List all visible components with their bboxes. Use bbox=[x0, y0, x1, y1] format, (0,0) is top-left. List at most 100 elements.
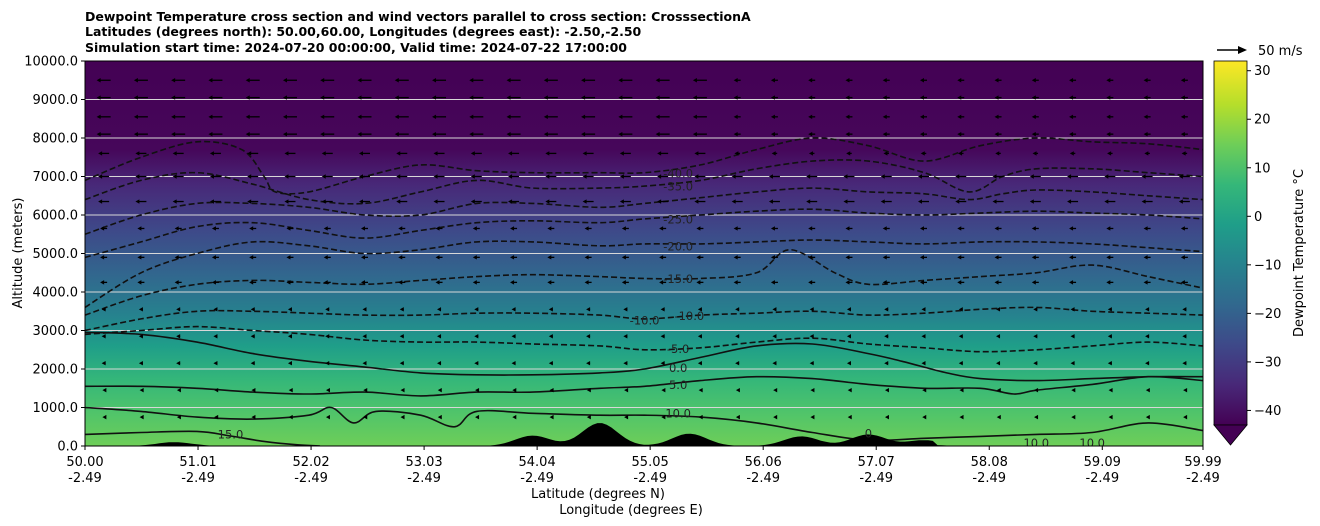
wind-vector bbox=[470, 151, 482, 156]
wind-vector bbox=[1070, 307, 1075, 312]
y-tick-label: 10000.0 bbox=[24, 55, 78, 70]
wind-vector bbox=[321, 174, 333, 179]
wind-vector bbox=[1106, 255, 1114, 260]
colorbar-tick-label: 0 bbox=[1254, 210, 1262, 225]
wind-vector bbox=[432, 131, 447, 137]
colorbar-extend-min bbox=[1213, 424, 1248, 446]
wind-vector bbox=[357, 114, 372, 120]
wind-vector bbox=[581, 78, 596, 83]
x-tick-label-lon: -2.49 bbox=[746, 471, 780, 486]
wind-vector bbox=[1031, 255, 1039, 260]
wind-vector bbox=[1034, 387, 1039, 393]
x-tick-label-lon: -2.49 bbox=[68, 471, 102, 486]
contour-line bbox=[85, 331, 1203, 382]
y-tick-label: 5000.0 bbox=[33, 247, 79, 262]
contour-label: -40.0 bbox=[663, 166, 693, 180]
wind-vector bbox=[396, 174, 408, 179]
wind-vector bbox=[697, 334, 702, 339]
wind-vector bbox=[586, 334, 591, 339]
wind-vector bbox=[692, 95, 707, 100]
contour-label: -10.0 bbox=[674, 309, 704, 323]
wind-vector bbox=[921, 307, 926, 312]
wind-vector bbox=[773, 387, 778, 393]
wind-vector bbox=[994, 95, 1002, 100]
x-axis-label-latitude: Latitude (degrees N) bbox=[531, 487, 665, 502]
wind-vector bbox=[137, 280, 145, 285]
wind-vector bbox=[655, 131, 670, 137]
colorbar-tick-label: −30 bbox=[1254, 355, 1281, 370]
wind-vector bbox=[955, 199, 967, 204]
wind-vector bbox=[171, 95, 186, 100]
wind-vector bbox=[1180, 131, 1188, 137]
wind-vector bbox=[139, 387, 144, 393]
wind-vector bbox=[809, 334, 814, 339]
wind-vector bbox=[660, 307, 665, 312]
wind-vector bbox=[772, 334, 777, 339]
wind-vector bbox=[133, 78, 148, 83]
wind-vector bbox=[1069, 78, 1077, 83]
x-tick-label-lon: -2.49 bbox=[859, 471, 893, 486]
colorbar-label-text: Dewpoint Temperature bbox=[1292, 189, 1307, 337]
wind-vector bbox=[918, 199, 929, 204]
contour-line bbox=[85, 375, 1203, 397]
wind-vector bbox=[320, 131, 335, 137]
wind-vector bbox=[768, 199, 780, 204]
wind-vector bbox=[808, 78, 816, 83]
wind-vector bbox=[581, 114, 596, 120]
x-tick-label-lon: -2.49 bbox=[1085, 471, 1119, 486]
wind-vector bbox=[655, 95, 670, 100]
wind-vector bbox=[1034, 414, 1039, 420]
wind-vector bbox=[582, 199, 594, 204]
wind-vector bbox=[435, 226, 443, 231]
wind-vector bbox=[211, 280, 219, 285]
wind-vector bbox=[733, 114, 741, 120]
wind-vector bbox=[846, 151, 852, 156]
wind-vector bbox=[1033, 361, 1038, 366]
contour-label: 0.0 bbox=[669, 361, 687, 375]
colorbar-body bbox=[1213, 60, 1248, 426]
wind-vector bbox=[996, 414, 1001, 420]
wind-vector bbox=[98, 174, 110, 179]
wind-vector bbox=[1069, 131, 1077, 137]
wind-vector bbox=[323, 255, 331, 260]
wind-vector bbox=[432, 114, 447, 120]
wind-vector bbox=[770, 95, 778, 100]
wind-vector bbox=[510, 280, 518, 285]
wind-vector bbox=[361, 255, 368, 260]
wind-vector bbox=[882, 226, 890, 231]
wind-vector bbox=[249, 226, 257, 231]
wind-vector bbox=[1180, 114, 1188, 120]
x-tick-label-lat: 53.03 bbox=[405, 455, 442, 470]
wind-vector bbox=[247, 151, 259, 156]
wind-vector bbox=[582, 151, 594, 156]
wind-vector bbox=[1031, 114, 1039, 120]
wind-vector bbox=[845, 131, 853, 137]
y-tick-label: 8000.0 bbox=[33, 132, 79, 147]
x-tick-label-lon: -2.49 bbox=[633, 471, 667, 486]
wind-vector bbox=[437, 387, 442, 393]
wind-vector bbox=[363, 387, 368, 393]
wind-vector bbox=[992, 199, 1004, 204]
wind-vector bbox=[98, 199, 110, 204]
wind-vector bbox=[920, 78, 927, 83]
wind-vector bbox=[624, 414, 629, 420]
wind-vector bbox=[884, 414, 889, 420]
wind-vector bbox=[176, 414, 181, 420]
wind-vector bbox=[921, 334, 926, 339]
wind-vector bbox=[1183, 387, 1188, 393]
wind-vector bbox=[396, 199, 408, 204]
wind-vector bbox=[586, 387, 591, 393]
wind-vector bbox=[810, 414, 815, 420]
wind-vector bbox=[920, 114, 927, 120]
wind-vector bbox=[1029, 199, 1041, 204]
wind-vector bbox=[1183, 414, 1188, 420]
wind-vector bbox=[697, 361, 702, 366]
wind-vector bbox=[506, 95, 521, 100]
wind-vector bbox=[287, 361, 292, 366]
wind-vector bbox=[138, 307, 143, 312]
wind-vector bbox=[884, 307, 889, 312]
wind-vector bbox=[846, 307, 851, 312]
wind-vector bbox=[437, 361, 442, 366]
wind-vector bbox=[1033, 307, 1038, 312]
